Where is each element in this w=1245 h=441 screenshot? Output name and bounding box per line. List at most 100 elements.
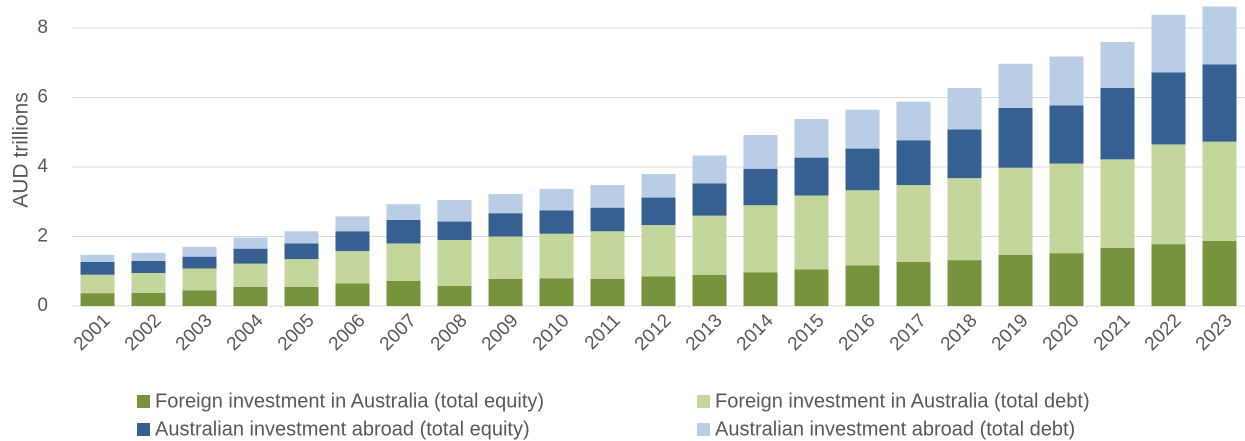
bar-segment [1049, 163, 1084, 254]
bar-segment [386, 219, 421, 244]
x-tick-label: 2019 [988, 310, 1033, 355]
bar-segment [1151, 144, 1186, 245]
bar-segment [896, 261, 931, 306]
x-tick-label: 2001 [70, 310, 115, 355]
bar-segment [692, 274, 727, 306]
bar-segment [641, 225, 676, 277]
x-tick-label: 2008 [427, 310, 472, 355]
bar-segment [896, 185, 931, 262]
bar-segment [743, 205, 778, 273]
legend-label: Foreign investment in Australia (total d… [715, 390, 1090, 412]
bar-segment [1202, 141, 1237, 242]
bar-segment [1202, 241, 1237, 306]
bar-segment [590, 231, 625, 279]
bar-segment [845, 190, 880, 266]
x-tick-label: 2004 [223, 310, 268, 355]
y-tick-label: 6 [37, 87, 48, 108]
bar-segment [182, 256, 217, 269]
bar-segment [1202, 64, 1237, 142]
bar-segment [284, 286, 319, 306]
bar-segment [80, 261, 115, 275]
bar-segment [692, 183, 727, 216]
bar-segment [1100, 247, 1135, 306]
x-tick-label: 2011 [581, 310, 625, 354]
bar-segment [896, 101, 931, 141]
bar-segment [590, 185, 625, 208]
y-tick-label: 2 [37, 226, 48, 247]
bar-segment [335, 283, 370, 306]
bar-segment [1151, 72, 1186, 145]
x-tick-label: 2002 [121, 310, 166, 355]
bar-segment [386, 280, 421, 306]
x-tick-label: 2018 [937, 310, 982, 355]
bar-segment [488, 236, 523, 279]
bar-segment [335, 216, 370, 232]
bar-segment [1049, 253, 1084, 306]
bar-segment [743, 135, 778, 169]
bar-segment [590, 278, 625, 306]
bar-segment [488, 194, 523, 214]
bar-segment [947, 260, 982, 306]
bar-segment [1100, 41, 1135, 88]
bar-segment [182, 246, 217, 257]
legend-label: Foreign investment in Australia (total e… [155, 390, 544, 412]
bar-segment [692, 215, 727, 275]
bar-segment [998, 107, 1033, 168]
bar-segment [896, 140, 931, 186]
y-axis-label: AUD trillions [10, 92, 33, 208]
bar-segment [794, 119, 829, 158]
x-tick-label: 2009 [478, 310, 523, 355]
x-tick-label: 2023 [1192, 310, 1237, 355]
legend-label: Australian investment abroad (total equi… [155, 418, 530, 440]
bar-segment [1151, 244, 1186, 306]
bar-segment [998, 167, 1033, 255]
bar-segment [335, 231, 370, 252]
bar-segment [692, 155, 727, 184]
x-tick-label: 2003 [172, 310, 217, 355]
bar-segment [845, 148, 880, 191]
bar-segment [1100, 159, 1135, 248]
bar-segment [794, 269, 829, 306]
bar-segment [641, 173, 676, 198]
bar-segment [437, 221, 472, 240]
bar-segment [386, 243, 421, 281]
bar-segment [1202, 6, 1237, 65]
bar-segment [335, 251, 370, 284]
bar-segment [233, 237, 268, 249]
bar-segment [488, 278, 523, 306]
bar-segment [1049, 56, 1084, 106]
bar-segment [947, 178, 982, 261]
bar-segment [284, 231, 319, 244]
x-tick-label: 2013 [682, 310, 727, 355]
bar-segment [947, 129, 982, 179]
x-tick-label: 2007 [376, 310, 421, 355]
bar-segment [131, 260, 166, 273]
bar-segment [539, 188, 574, 211]
bar-segment [131, 292, 166, 306]
bar-segment [80, 274, 115, 294]
x-tick-label: 2015 [784, 310, 829, 355]
bar-segment [794, 157, 829, 196]
x-tick-label: 2020 [1039, 310, 1084, 355]
bar-segment [131, 252, 166, 261]
x-tick-label: 2021 [1090, 310, 1135, 355]
bar-segment [488, 213, 523, 237]
bar-segment [1100, 87, 1135, 160]
bar-segment [182, 290, 217, 306]
bar-segment [437, 239, 472, 286]
bar-segment [233, 263, 268, 287]
bar-segment [539, 278, 574, 306]
bar-segment [998, 254, 1033, 306]
x-tick-label: 2014 [733, 310, 778, 355]
legend-label: Australian investment abroad (total debt… [715, 418, 1075, 440]
bar-segment [386, 204, 421, 220]
bar-segment [437, 200, 472, 222]
bar-segment [743, 272, 778, 306]
x-tick-label: 2006 [325, 310, 370, 355]
y-tick-label: 4 [37, 156, 48, 177]
bar-segment [1049, 105, 1084, 164]
bar-segment [80, 293, 115, 306]
bar-segment [794, 195, 829, 270]
bar-segment [284, 259, 319, 287]
